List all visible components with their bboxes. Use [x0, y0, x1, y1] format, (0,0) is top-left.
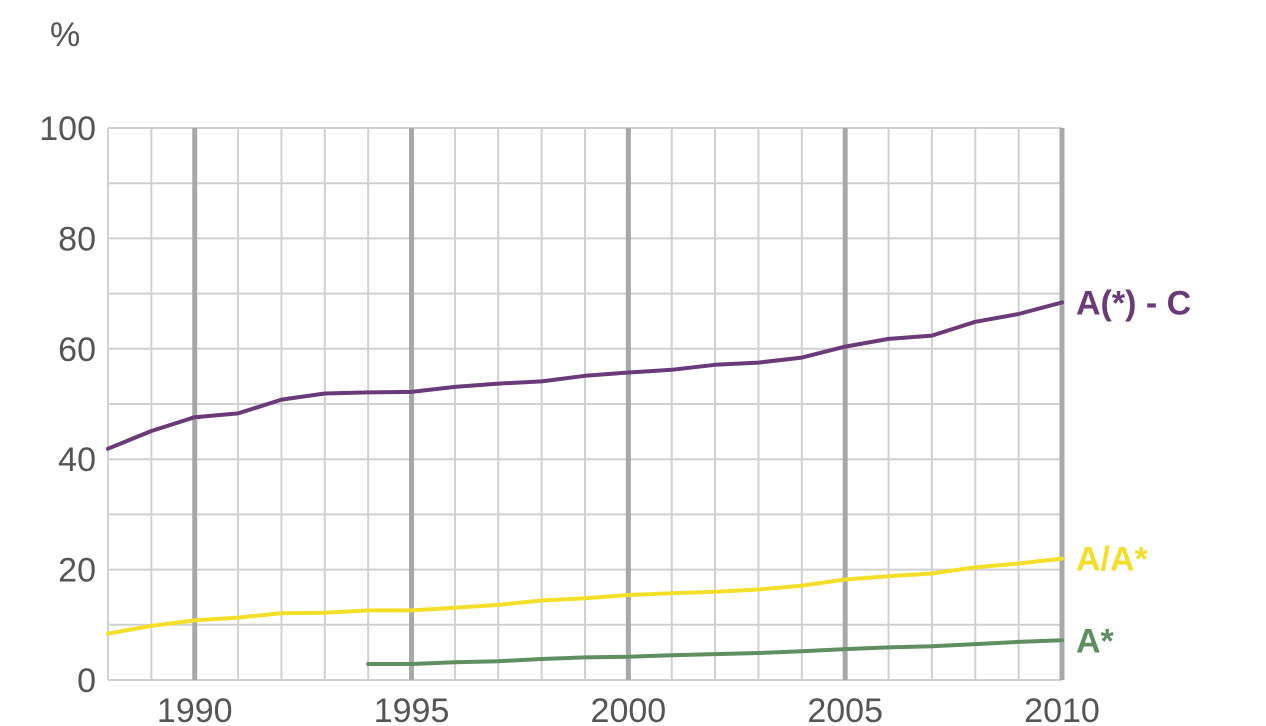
x-tick-label-2000: 2000	[591, 692, 667, 726]
series-label-1: A/A*	[1076, 541, 1149, 579]
series-lines	[106, 300, 1064, 666]
x-tick-label-1990: 1990	[157, 692, 233, 726]
y-tick-label-60: 60	[58, 331, 96, 369]
x-tick-label-2010: 2010	[1024, 692, 1100, 726]
y-axis-unit-label: %	[50, 16, 80, 54]
series-label-2: A*	[1076, 622, 1115, 660]
y-tick-label-20: 20	[58, 552, 96, 590]
y-tick-label-100: 100	[39, 110, 96, 148]
series-line-1	[106, 556, 1064, 636]
y-axis-tick-labels: 0 20 40 60 80 100	[39, 110, 96, 700]
x-tick-label-2005: 2005	[807, 692, 883, 726]
x-axis-tick-labels: 1990 1995 2000 2005 2010	[157, 692, 1100, 726]
series-label-0: A(*) - C	[1076, 284, 1191, 322]
x-tick-label-1995: 1995	[374, 692, 450, 726]
series-line-0	[106, 300, 1064, 451]
y-tick-label-0: 0	[77, 662, 96, 700]
series-line-2	[366, 638, 1064, 666]
series-labels: A(*) - C A/A* A*	[1076, 284, 1191, 660]
y-tick-label-40: 40	[58, 441, 96, 479]
major-gridlines	[192, 128, 1065, 680]
y-tick-label-80: 80	[58, 220, 96, 258]
